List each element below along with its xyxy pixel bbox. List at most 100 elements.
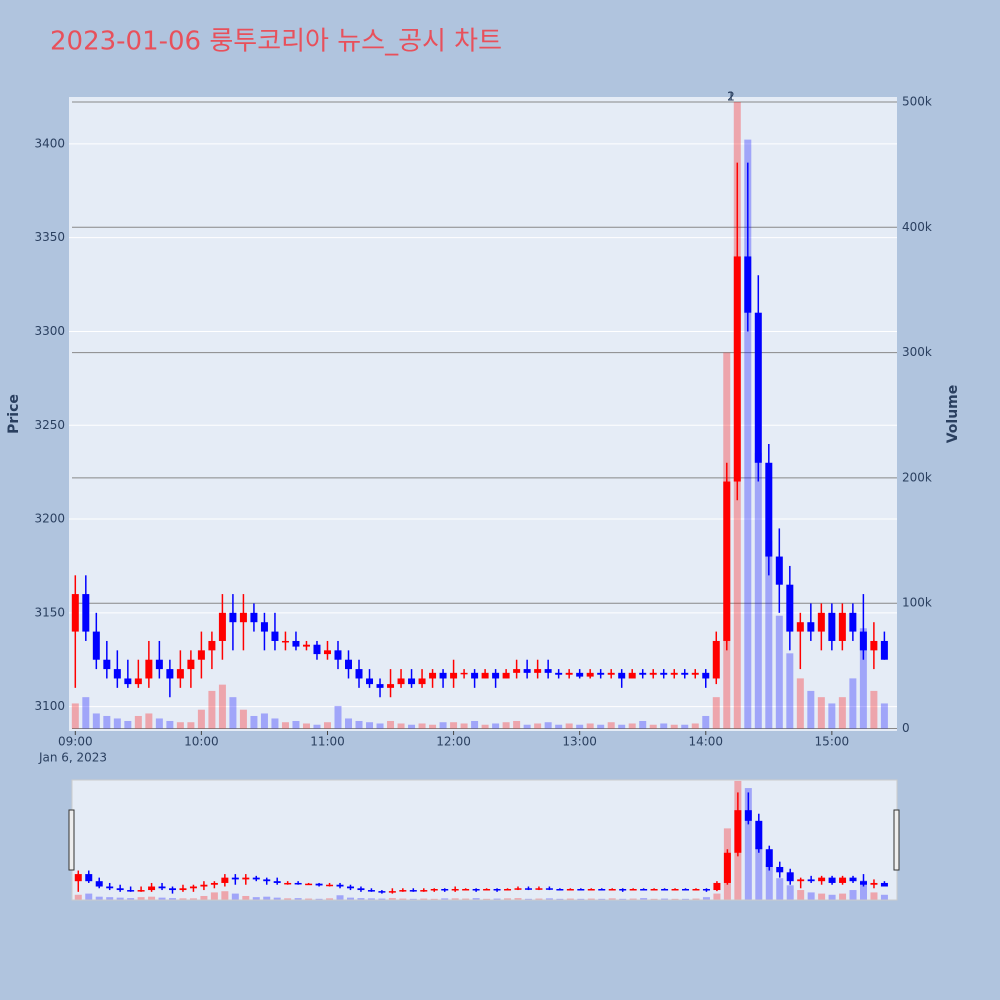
plot-area [69,97,897,731]
volume-bar [376,723,384,729]
rangeslider-volume-bar [127,898,135,900]
rangeslider-candle-body [598,888,606,891]
volume-bar [397,723,405,729]
x-tick-label: 12:00 [436,735,471,749]
rangeslider-candle-body [556,888,564,891]
rangeslider-volume-bar [273,897,281,900]
rangeslider-candle-body [493,888,501,891]
rangeslider-volume-bar [451,898,459,900]
volume-bar [828,703,836,729]
candle-body [218,612,226,641]
rangeslider-volume-bar [420,898,428,900]
rangeslider-volume-bar [326,898,334,900]
candle-body [429,672,437,679]
rangeslider-volume-bar [116,897,124,900]
rangeslider-handle[interactable] [68,809,75,871]
rangeslider-volume-bar [210,892,218,900]
x-tick-label: 09:00 [58,735,93,749]
volume-bar [838,697,846,729]
volume-bar [691,723,699,729]
rangeslider-volume-bar [556,898,564,900]
candle-body [576,672,584,677]
volume-bar [670,724,678,729]
y-tick-label: 3300 [34,324,65,338]
candle-body [828,612,836,641]
candle-body [302,644,310,647]
candle-body [281,640,289,643]
rangeslider-volume-bar [189,898,197,900]
volume-bar [229,697,237,729]
candle-body [239,612,247,623]
rangeslider-volume-bar [776,878,784,900]
rangeslider-volume-bar [702,897,710,900]
rangeslider-candle-body [200,884,208,887]
rangeslider-candle-body [294,882,302,885]
rangeslider-candle-body [807,879,815,882]
volume-bar [302,723,310,729]
rangeslider-candle-body [535,888,543,890]
candle-body [481,672,489,679]
rangeslider-candle-body [880,882,888,887]
candle-body [176,669,184,679]
candle-body [670,672,678,675]
rangeslider-candle-body [587,888,595,891]
volume-bar [492,723,500,729]
rangeslider-candle-body [776,866,784,873]
y-axis-title: Price [6,394,22,434]
rangeslider-candle-body [734,810,742,853]
candle-body [334,650,342,660]
rangeslider-volume-bar [106,897,114,900]
rangeslider-candle-body [252,877,260,880]
rangeslider-volume-bar [367,898,375,900]
candle-body [155,659,163,670]
candle-body [618,672,626,679]
rangeslider-candle-body [85,874,93,882]
rangeslider-volume-bar [870,892,878,900]
candle-body [502,672,510,679]
volume-bar [817,697,825,729]
rangeslider-volume-bar [388,898,396,900]
candle-body [660,672,668,675]
volume-bar [880,703,888,729]
candle-body [712,640,720,679]
volume-bar [113,718,121,729]
rangeslider-candle-body [755,820,763,850]
candle-body [754,312,762,463]
volume-bar [660,723,668,729]
candle-body [450,672,458,679]
candle-body [145,659,153,679]
rangeslider-volume-bar [587,898,595,900]
rangeslider-volume-bar [859,880,867,900]
volume-bar [313,724,321,729]
candle-body [723,481,731,641]
rangeslider-candle-body [158,886,166,889]
candle-body [639,672,647,675]
candle-body [408,678,416,685]
rangeslider-candle-body [839,877,847,883]
volume-bar [155,718,163,729]
x-tick-label: 14:00 [688,735,723,749]
y-tick-label: 3400 [34,136,65,150]
rangeslider-volume-bar [137,897,145,900]
rangeslider-volume-bar [797,890,805,900]
rangeslider-volume-bar [765,863,773,900]
rangeslider-volume-bar [294,898,302,900]
rangeslider-volume-bar [409,898,417,900]
volume-bar [565,723,573,729]
candle-body [555,672,563,675]
candle-body [880,640,888,660]
rangeslider-handle[interactable] [893,809,900,871]
rangeslider-volume-bar [148,896,156,900]
rangeslider-candle-body [713,882,721,891]
rangeslider-volume-bar [640,898,648,900]
candle-body [649,672,657,675]
volume-bar [786,653,794,729]
rangeslider[interactable] [71,779,898,901]
rangeslider-volume-bar [284,898,292,900]
rangeslider-candle-body [786,872,794,882]
rangeslider-volume-bar [807,892,815,900]
candle-body [681,672,689,675]
rangeslider-candle-body [305,883,313,886]
volume-bar [607,722,615,729]
